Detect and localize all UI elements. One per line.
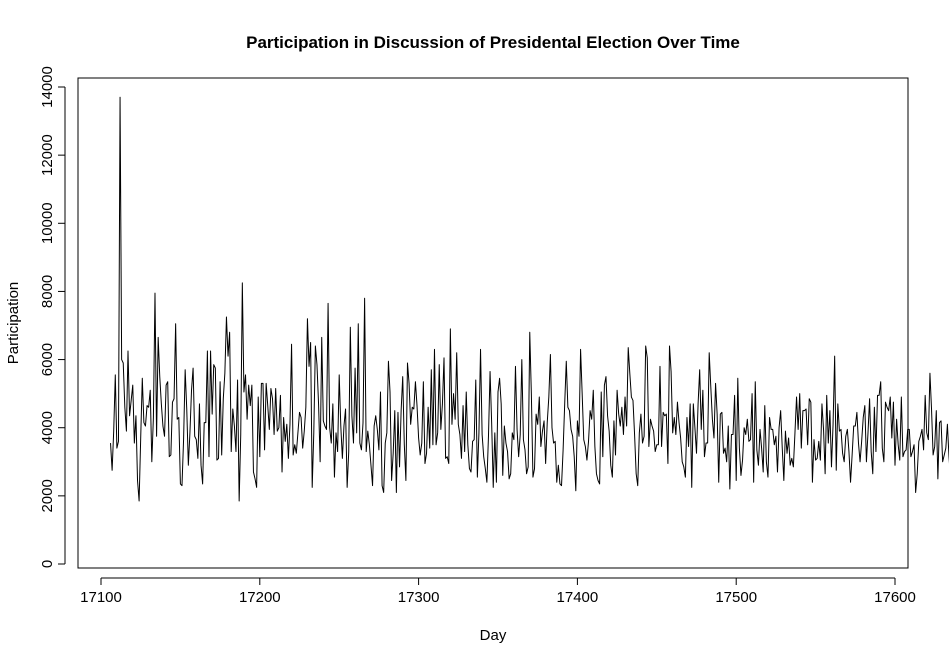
- x-tick-label: 17200: [239, 589, 281, 606]
- y-axis: 0 2000 4000 6000 8000 10000 12000 14000: [39, 66, 66, 568]
- y-tick-label: 8000: [39, 275, 56, 308]
- x-tick-label: 17500: [715, 589, 757, 606]
- x-axis-label: Day: [480, 627, 507, 644]
- y-tick-label: 14000: [39, 66, 56, 108]
- x-tick-label: 17300: [398, 589, 440, 606]
- y-tick-label: 2000: [39, 479, 56, 512]
- y-tick-label: 4000: [39, 411, 56, 444]
- x-tick-label: 17600: [874, 589, 916, 606]
- y-axis-label: Participation: [5, 282, 22, 365]
- participation-series-line: [110, 96, 949, 502]
- plot-frame: [77, 77, 909, 569]
- x-axis: 17100 17200 17300 17400 17500 17600: [80, 577, 916, 606]
- y-tick-label: 12000: [39, 134, 56, 176]
- y-tick-label: 10000: [39, 202, 56, 244]
- y-tick-label: 0: [39, 560, 56, 568]
- x-tick-label: 17100: [80, 589, 122, 606]
- x-tick-label: 17400: [557, 589, 599, 606]
- y-tick-label: 6000: [39, 343, 56, 376]
- chart-title: Participation in Discussion of President…: [246, 33, 740, 52]
